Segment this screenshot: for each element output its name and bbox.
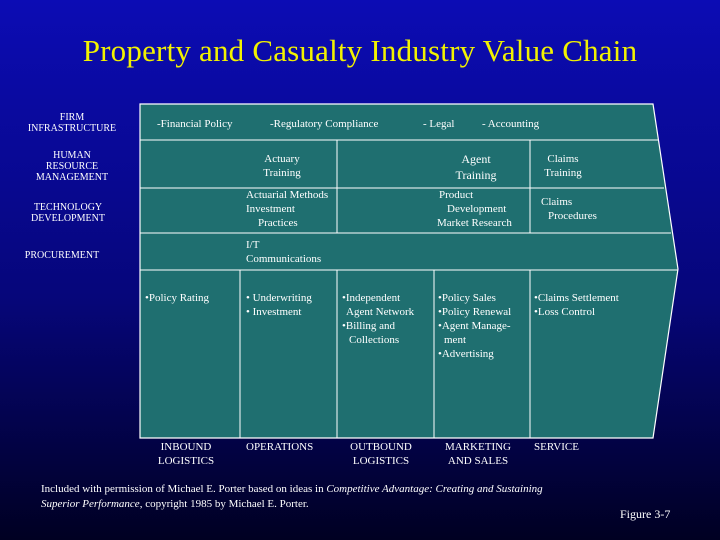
operations-item-investment: • Investment [246, 306, 302, 318]
marketing-item-policy-renewal: •Policy Renewal [438, 306, 512, 318]
marketing-item-policy-sales: •Policy Sales [438, 292, 496, 304]
technology-development-label: TECHNOLOGY DEVELOPMENT [18, 202, 118, 224]
infrastructure-item-legal: - Legal [423, 118, 455, 130]
procurement-it-line2: Communications [246, 253, 322, 265]
citation-text-1: Included with permission of Michael E. P… [41, 483, 327, 495]
firm-infrastructure-label-line2: INFRASTRUCTURE [27, 123, 117, 134]
tech-actuarial-line2: Investment [246, 203, 295, 215]
inbound-logistics-label: INBOUND LOGISTICS [146, 440, 226, 468]
hr-actuary-line1: Actuary [264, 153, 300, 165]
marketing-sales-items: •Policy Sales •Policy Renewal •Agent Man… [438, 291, 511, 361]
hr-agent-line2: Training [455, 168, 497, 182]
outbound-label-line2: LOGISTICS [352, 455, 410, 467]
marketing-label-line1: MARKETING [445, 441, 511, 453]
tech-product-line1: Product [439, 189, 474, 201]
hr-claims-line2: Training [544, 167, 582, 179]
marketing-label-line2: AND SALES [447, 455, 509, 467]
hr-agent-training: Agent Training [436, 151, 516, 183]
hr-label-line3: MANAGEMENT [35, 172, 109, 183]
service-item-loss-control: •Loss Control [534, 306, 595, 318]
tech-actuarial-line3: Practices [258, 217, 298, 229]
hr-agent-line1: Agent [461, 152, 491, 166]
citation-book-title-1: Competitive Advantage: Creating and Sust… [326, 483, 543, 495]
outbound-logistics-items: •Independent Agent Network •Billing and … [342, 291, 414, 347]
infrastructure-item-accounting: - Accounting [482, 118, 540, 130]
hr-label-line1: HUMAN [53, 150, 91, 161]
citation-text-2: , copyright 1985 by Michael E. Porter. [139, 498, 309, 510]
tech-claims-line2: Procedures [548, 210, 597, 222]
procurement-it-line1: I/T [246, 239, 260, 251]
inbound-label-line2: LOGISTICS [157, 455, 215, 467]
hr-actuary-line2: Training [263, 167, 301, 179]
outbound-item-collections: Collections [349, 334, 400, 346]
service-item-claims-settlement: •Claims Settlement [534, 292, 619, 304]
hr-claims-line1: Claims [547, 153, 579, 165]
procurement-label: PROCUREMENT [24, 250, 100, 261]
firm-infrastructure-label: FIRM INFRASTRUCTURE [22, 112, 122, 134]
infrastructure-item-financial-policy: -Financial Policy [157, 118, 233, 130]
tech-claims-line1: Claims [541, 196, 573, 208]
procurement-it-communications: I/T Communications [246, 238, 321, 266]
citation-book-title-2: Superior Performance [41, 498, 140, 510]
service-label: SERVICE [534, 441, 579, 453]
hr-label-line2: RESOURCE [45, 161, 99, 172]
page-title: Property and Casualty Industry Value Cha… [82, 33, 638, 68]
marketing-item-agent-management: •Agent Manage- [438, 320, 511, 332]
outbound-item-billing: •Billing and [342, 320, 396, 332]
hr-claims-training: Claims Training [528, 152, 598, 180]
human-resource-management-label: HUMAN RESOURCE MANAGEMENT [22, 150, 122, 183]
marketing-item-ment: ment [444, 334, 466, 346]
tech-actuarial-methods: Actuarial Methods Investment Practices [246, 188, 328, 230]
tech-product-line2: Development [447, 203, 507, 215]
operations-items: • Underwriting • Investment [246, 291, 312, 319]
inbound-item-policy-rating: •Policy Rating [145, 292, 210, 304]
outbound-label-line1: OUTBOUND [350, 441, 412, 453]
outbound-item-independent: •Independent [342, 292, 401, 304]
tech-claims-procedures: Claims Procedures [541, 195, 597, 223]
tech-product-line3: Market Research [437, 217, 512, 229]
outbound-item-agent-network: Agent Network [346, 306, 415, 318]
hr-actuary-training: Actuary Training [242, 152, 322, 180]
service-items: •Claims Settlement •Loss Control [534, 291, 619, 319]
marketing-sales-label: MARKETING AND SALES [438, 440, 518, 468]
figure-label: Figure 3-7 [620, 507, 671, 521]
outbound-logistics-label: OUTBOUND LOGISTICS [341, 440, 421, 468]
citation-footer: Included with permission of Michael E. P… [41, 482, 621, 512]
infrastructure-item-regulatory-compliance: -Regulatory Compliance [270, 118, 379, 130]
firm-infrastructure-label-line1: FIRM [59, 112, 85, 123]
inbound-label-line1: INBOUND [160, 441, 212, 453]
inbound-logistics-items: •Policy Rating [145, 291, 209, 305]
marketing-item-advertising: •Advertising [438, 348, 494, 360]
technology-label-line1: TECHNOLOGY [33, 202, 103, 213]
tech-actuarial-line1: Actuarial Methods [246, 189, 329, 201]
operations-item-underwriting: • Underwriting [246, 292, 312, 304]
operations-label: OPERATIONS [246, 441, 314, 453]
tech-product-development: Product Development Market Research [437, 188, 512, 230]
technology-label-line2: DEVELOPMENT [31, 213, 105, 224]
